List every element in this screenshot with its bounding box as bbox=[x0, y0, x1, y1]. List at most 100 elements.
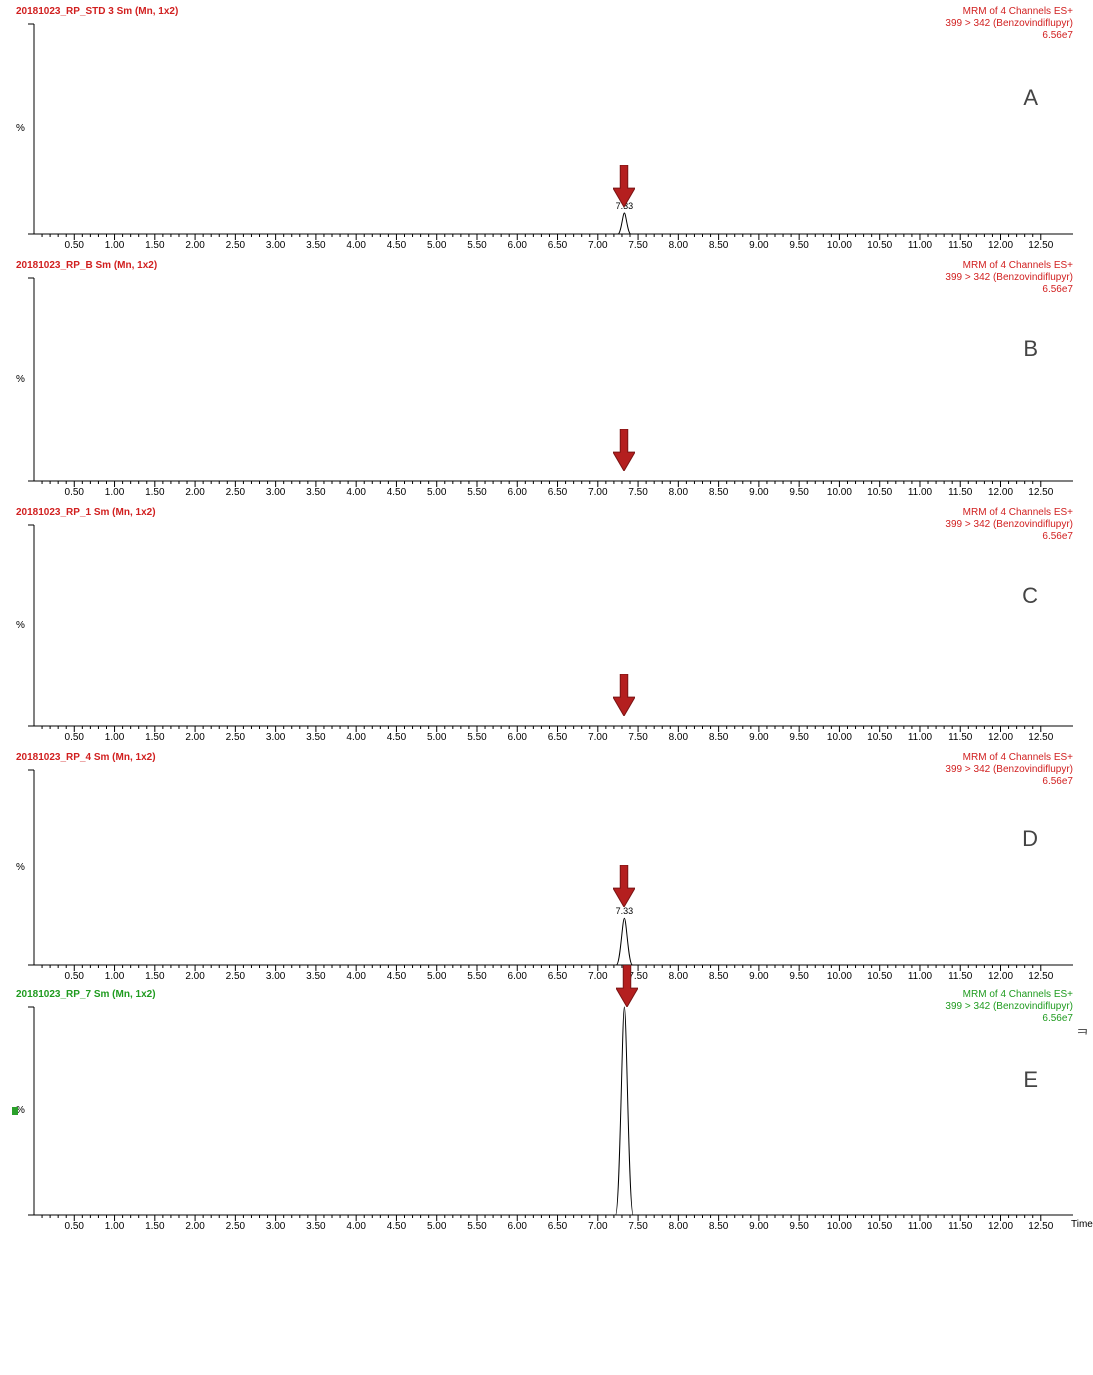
x-tick-label: 10.50 bbox=[867, 487, 892, 498]
x-tick-label: 4.00 bbox=[346, 971, 365, 982]
x-tick-label: 7.50 bbox=[628, 732, 647, 743]
y-tick-label: 0 bbox=[0, 1210, 26, 1221]
indicator-arrow-icon bbox=[613, 865, 635, 912]
x-tick-label: 5.50 bbox=[467, 487, 486, 498]
x-tick-label: 10.00 bbox=[827, 240, 852, 251]
x-tick-label: 2.50 bbox=[226, 240, 245, 251]
x-tick-label: 1.50 bbox=[145, 487, 164, 498]
x-tick-label: 4.00 bbox=[346, 240, 365, 251]
x-tick-label: 2.50 bbox=[226, 732, 245, 743]
x-tick-label: 3.00 bbox=[266, 971, 285, 982]
x-tick-label: 1.00 bbox=[105, 240, 124, 251]
plot-svg bbox=[34, 1007, 1073, 1225]
x-tick-label: 12.50 bbox=[1028, 732, 1053, 743]
indicator-arrow-icon bbox=[616, 965, 638, 1012]
plot-area: 0.501.001.502.002.503.003.504.004.505.00… bbox=[34, 770, 1073, 965]
x-tick-label: 6.50 bbox=[548, 487, 567, 498]
sample-label: 20181023_RP_7 Sm (Mn, 1x2) bbox=[16, 989, 156, 1000]
x-tick-label: 5.50 bbox=[467, 971, 486, 982]
x-tick-label: 8.00 bbox=[669, 487, 688, 498]
x-tick-label: 12.00 bbox=[988, 971, 1013, 982]
channel-info-line: MRM of 4 Channels ES+ bbox=[945, 260, 1073, 272]
sample-label: 20181023_RP_B Sm (Mn, 1x2) bbox=[16, 260, 157, 271]
sample-label: 20181023_RP_1 Sm (Mn, 1x2) bbox=[16, 507, 156, 518]
x-tick-label: 11.00 bbox=[908, 1221, 932, 1232]
x-tick-label: 4.00 bbox=[346, 1221, 365, 1232]
x-tick-label: 2.50 bbox=[226, 1221, 245, 1232]
x-tick-label: 6.00 bbox=[508, 487, 527, 498]
x-tick-label: 2.00 bbox=[185, 1221, 204, 1232]
x-tick-label: 3.00 bbox=[266, 1221, 285, 1232]
x-tick-label: 10.00 bbox=[827, 971, 852, 982]
y-axis-percent: % bbox=[16, 862, 25, 873]
x-tick-label: 5.00 bbox=[427, 240, 446, 251]
x-tick-label: 6.00 bbox=[508, 1221, 527, 1232]
y-tick-label: 100 bbox=[0, 765, 26, 776]
y-tick-label: 100 bbox=[0, 273, 26, 284]
x-tick-label: 5.00 bbox=[427, 487, 446, 498]
x-tick-label: 9.50 bbox=[789, 732, 808, 743]
x-tick-label: 9.00 bbox=[749, 1221, 768, 1232]
sample-label: 20181023_RP_STD 3 Sm (Mn, 1x2) bbox=[16, 6, 178, 17]
y-tick-label: 0 bbox=[0, 721, 26, 732]
x-tick-label: 11.50 bbox=[948, 732, 972, 743]
x-tick-label: 12.50 bbox=[1028, 971, 1053, 982]
indicator-arrow-icon bbox=[613, 429, 635, 476]
sample-label: 20181023_RP_4 Sm (Mn, 1x2) bbox=[16, 752, 156, 763]
plot-area: 0.501.001.502.002.503.003.504.004.505.00… bbox=[34, 1007, 1073, 1215]
x-tick-label: 8.50 bbox=[709, 487, 728, 498]
x-tick-label: 7.50 bbox=[628, 487, 647, 498]
x-tick-label: 5.00 bbox=[427, 971, 446, 982]
x-tick-label: 10.50 bbox=[867, 732, 892, 743]
x-tick-label: 4.50 bbox=[387, 487, 406, 498]
x-tick-label: 1.00 bbox=[105, 971, 124, 982]
x-tick-label: 11.00 bbox=[908, 487, 932, 498]
chromatogram-trace bbox=[34, 213, 1073, 234]
x-tick-label: 4.50 bbox=[387, 732, 406, 743]
x-tick-label: 5.00 bbox=[427, 1221, 446, 1232]
chromatogram-panel: 20181023_RP_B Sm (Mn, 1x2) MRM of 4 Chann… bbox=[0, 258, 1093, 503]
x-tick-label: 7.50 bbox=[628, 1221, 647, 1232]
x-tick-label: 12.00 bbox=[988, 1221, 1013, 1232]
x-tick-label: 8.00 bbox=[669, 240, 688, 251]
channel-info-line: MRM of 4 Channels ES+ bbox=[945, 6, 1073, 18]
x-tick-label: 0.50 bbox=[65, 240, 84, 251]
chromatogram-panel: 20181023_RP_4 Sm (Mn, 1x2)MRM of 4 Chann… bbox=[0, 750, 1093, 987]
x-tick-label: 3.00 bbox=[266, 487, 285, 498]
plot-area: 0.501.001.502.002.503.003.504.004.505.00… bbox=[34, 278, 1073, 481]
x-tick-label: 11.00 bbox=[908, 732, 932, 743]
x-tick-label: 7.00 bbox=[588, 1221, 607, 1232]
x-tick-label: 9.50 bbox=[789, 971, 808, 982]
x-tick-label: 0.50 bbox=[65, 1221, 84, 1232]
x-tick-label: 12.00 bbox=[988, 487, 1013, 498]
x-tick-label: 9.50 bbox=[789, 1221, 808, 1232]
x-tick-label: 8.50 bbox=[709, 1221, 728, 1232]
x-tick-label: 3.50 bbox=[306, 240, 325, 251]
x-tick-label: 2.00 bbox=[185, 732, 204, 743]
x-tick-label: 12.00 bbox=[988, 732, 1013, 743]
x-tick-label: 9.00 bbox=[749, 240, 768, 251]
x-tick-label: 11.00 bbox=[908, 971, 932, 982]
x-tick-label: 1.50 bbox=[145, 1221, 164, 1232]
x-tick-label: 11.00 bbox=[908, 240, 932, 251]
channel-info-line: MRM of 4 Channels ES+ bbox=[945, 507, 1073, 519]
chromatogram-panel: 20181023_RP_1 Sm (Mn, 1x2) MRM of 4 Chann… bbox=[0, 505, 1093, 748]
x-tick-label: 0.50 bbox=[65, 971, 84, 982]
x-tick-label: 6.50 bbox=[548, 732, 567, 743]
x-tick-label: 7.00 bbox=[588, 487, 607, 498]
x-tick-label: 6.00 bbox=[508, 971, 527, 982]
chromatogram-trace bbox=[34, 918, 1073, 965]
x-tick-label: 3.50 bbox=[306, 1221, 325, 1232]
x-tick-label: 4.50 bbox=[387, 1221, 406, 1232]
x-tick-label: 8.00 bbox=[669, 732, 688, 743]
y-tick-label: 100 bbox=[0, 1002, 26, 1013]
y-axis-percent: % bbox=[16, 620, 25, 631]
x-tick-label: 8.50 bbox=[709, 732, 728, 743]
x-tick-label: 6.50 bbox=[548, 971, 567, 982]
x-tick-label: 2.00 bbox=[185, 240, 204, 251]
x-tick-label: 10.00 bbox=[827, 487, 852, 498]
x-tick-label: 7.00 bbox=[588, 240, 607, 251]
x-tick-label: 0.50 bbox=[65, 487, 84, 498]
x-tick-label: 4.50 bbox=[387, 240, 406, 251]
x-tick-label: 1.50 bbox=[145, 732, 164, 743]
